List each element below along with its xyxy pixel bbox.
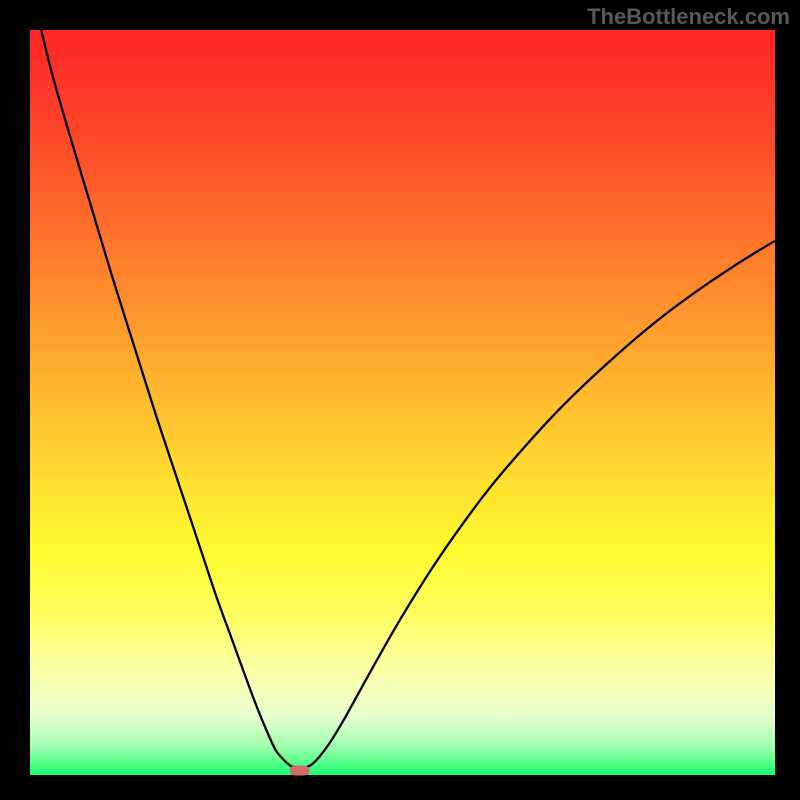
chart-svg [0, 0, 800, 800]
valley-marker [290, 766, 310, 776]
chart-container: TheBottleneck.com [0, 0, 800, 800]
watermark-text: TheBottleneck.com [587, 4, 790, 30]
